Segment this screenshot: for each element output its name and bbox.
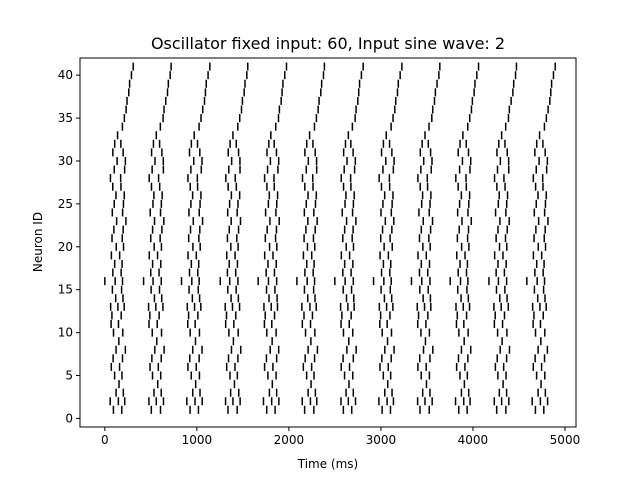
y-axis-ticks: 0 5 10 15 20 25 30 35 40 — [58, 68, 80, 425]
y-tick-label: 35 — [58, 111, 73, 125]
y-tick-label: 20 — [58, 240, 73, 254]
y-tick-label: 0 — [65, 411, 73, 425]
y-tick-label: 15 — [58, 283, 73, 297]
x-tick-label: 3000 — [366, 433, 397, 447]
x-tick-label: 5000 — [550, 433, 581, 447]
x-axis-ticks: 0 1000 2000 3000 4000 5000 — [101, 427, 580, 447]
y-tick-label: 10 — [58, 326, 73, 340]
y-axis-label: Neuron ID — [31, 212, 45, 272]
x-tick-label: 1000 — [182, 433, 213, 447]
y-tick-label: 40 — [58, 68, 73, 82]
y-tick-label: 30 — [58, 154, 73, 168]
x-tick-label: 2000 — [274, 433, 305, 447]
x-axis-label: Time (ms) — [297, 457, 359, 471]
plot-frame — [79, 57, 577, 428]
x-tick-label: 4000 — [458, 433, 489, 447]
spike-marks — [104, 62, 556, 414]
y-tick-label: 25 — [58, 197, 73, 211]
y-tick-label: 5 — [65, 369, 73, 383]
chart-title: Oscillator fixed input: 60, Input sine w… — [151, 34, 505, 53]
x-tick-label: 0 — [101, 433, 109, 447]
